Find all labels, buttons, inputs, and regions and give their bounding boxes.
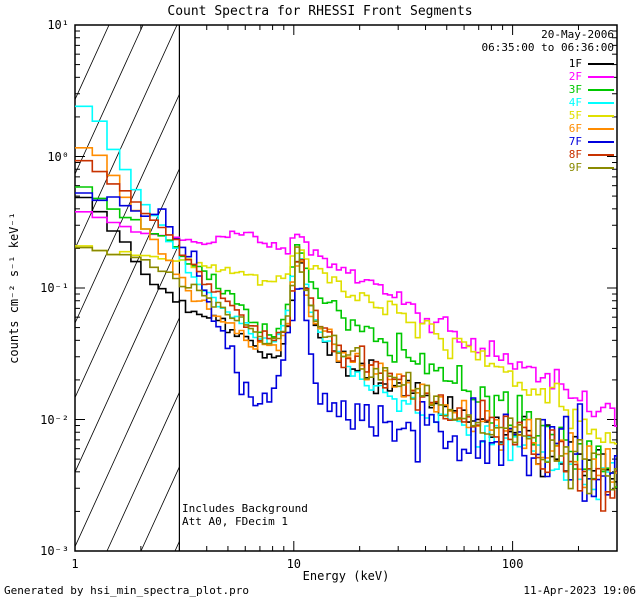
legend-item-5F: 5F (482, 109, 614, 122)
spectra-series-group (75, 105, 617, 512)
plot-notes: Includes Background Att A0, FDecim 1 (182, 502, 308, 528)
legend-label-8F: 8F (568, 148, 582, 161)
date-label: 20-May-2006 (541, 28, 614, 41)
legend-label-4F: 4F (568, 96, 582, 109)
legend-label-1F: 1F (568, 57, 582, 70)
plot-frame (74, 24, 618, 552)
series-2F (75, 211, 617, 427)
top-right-annotations: 20-May-2006 06:35:00 to 06:36:00 1F 2F 3F 4… (482, 28, 614, 174)
footer-generated-by: Generated by hsi_min_spectra_plot.pro (4, 584, 250, 597)
chart-title: Count Spectra for RHESSI Front Segments (167, 4, 473, 19)
y-tick-label-1: 10⁻² (40, 412, 69, 427)
legend-item-7F: 7F (482, 135, 614, 148)
x-tick-label-100: 100 (501, 557, 524, 571)
legend-item-1F: 1F (482, 57, 614, 70)
series-4F (75, 105, 617, 501)
legend-line-2F (588, 76, 614, 78)
time-range-label: 06:35:00 to 06:36:00 (481, 41, 614, 54)
series-8F (75, 159, 617, 512)
x-axis-label: Energy (keV) (302, 569, 390, 583)
legend-label-2F: 2F (568, 70, 582, 83)
legend-item-6F: 6F (482, 122, 614, 135)
series-5F (75, 245, 617, 445)
y-tick-label-0: 10⁻³ (40, 544, 69, 558)
legend: 1F 2F 3F 4F 5F 6F 7F 8F 9F (482, 57, 614, 174)
legend-item-4F: 4F (482, 96, 614, 109)
legend-label-5F: 5F (568, 109, 582, 122)
series-7F (75, 192, 617, 502)
legend-label-3F: 3F (568, 83, 582, 96)
y-tick-label-3: 10⁰ (47, 149, 69, 164)
legend-line-7F (588, 141, 614, 143)
note-background: Includes Background (182, 502, 308, 515)
legend-line-6F (588, 128, 614, 130)
legend-label-7F: 7F (568, 135, 582, 148)
legend-line-3F (588, 89, 614, 91)
series-3F (75, 186, 617, 488)
legend-line-4F (588, 102, 614, 104)
legend-label-6F: 6F (568, 122, 582, 135)
x-tick-label-10: 10 (286, 557, 302, 571)
y-tick-label-2: 10⁻¹ (40, 281, 69, 295)
legend-line-9F (588, 167, 614, 169)
note-attenuator: Att A0, FDecim 1 (182, 515, 288, 528)
series-9F (75, 246, 617, 495)
legend-line-1F (588, 63, 614, 65)
y-tick-label-4: 10¹ (47, 18, 69, 32)
legend-line-8F (588, 154, 614, 156)
legend-item-8F: 8F (482, 148, 614, 161)
legend-line-5F (588, 115, 614, 117)
legend-item-3F: 3F (482, 83, 614, 96)
axis-ticks (74, 24, 618, 552)
legend-item-2F: 2F (482, 70, 614, 83)
footer-timestamp: 11-Apr-2023 19:06 (523, 584, 636, 597)
y-axis-label: counts cm⁻² s⁻¹ keV⁻¹ (7, 212, 21, 364)
legend-label-9F: 9F (568, 161, 582, 174)
legend-item-9F: 9F (482, 161, 614, 174)
x-tick-label-1: 1 (71, 557, 79, 571)
